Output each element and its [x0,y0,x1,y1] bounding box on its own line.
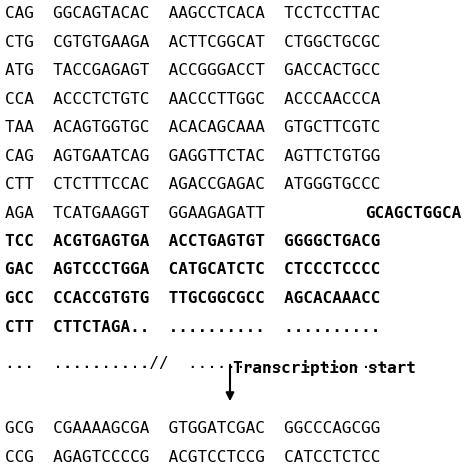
Text: GCG  CGAAAAGCGA  GTGGATCGAC  GGCCCAGCGG: GCG CGAAAAGCGA GTGGATCGAC GGCCCAGCGG [5,421,380,436]
Text: CTG  CGTGTGAAGA  ACTTCGGCAT  CTGGCTGCGC: CTG CGTGTGAAGA ACTTCGGCAT CTGGCTGCGC [5,35,380,49]
Text: ...  ..........//  ..........  ..........: ... ..........// .......... .......... [5,356,400,371]
Text: AGA  TCATGAAGGT  GGAAGAGATT: AGA TCATGAAGGT GGAAGAGATT [5,206,284,220]
Text: GAC  AGTCCCTGGA  CATGCATCTC  CTCCCTCCCC: GAC AGTCCCTGGA CATGCATCTC CTCCCTCCCC [5,263,380,277]
Text: CTT  CTCTTTCCAC  AGACCGAGAC  ATGGGTGCCC: CTT CTCTTTCCAC AGACCGAGAC ATGGGTGCCC [5,177,380,192]
Text: TAA  ACAGTGGTGC  ACACAGCAAA  GTGCTTCGTC: TAA ACAGTGGTGC ACACAGCAAA GTGCTTCGTC [5,120,380,135]
Text: ATG  TACCGAGAGT  ACCGGGACCT  GACCACTGCC: ATG TACCGAGAGT ACCGGGACCT GACCACTGCC [5,63,380,78]
Text: CCG  AGAGTCCCCG  ACGTCCTCCG  CATCCTCTCC: CCG AGAGTCCCCG ACGTCCTCCG CATCCTCTCC [5,449,380,465]
Text: CAG  AGTGAATCAG  GAGGTTCTAC  AGTTCTGTGG: CAG AGTGAATCAG GAGGTTCTAC AGTTCTGTGG [5,148,380,164]
Text: CTT  CTTCTAGA..  ..........  ..........: CTT CTTCTAGA.. .......... .......... [5,319,380,335]
Text: ...  ..........: ... .......... [5,356,149,371]
Text: GCAGCTGGCA: GCAGCTGGCA [365,206,461,220]
Text: CAG  GGCAGTACAC  AAGCCTCACA  TCCTCCTTAC: CAG GGCAGTACAC AAGCCTCACA TCCTCCTTAC [5,6,380,21]
Text: TCC  ACGTGAGTGA  ACCTGAGTGT  GGGGCTGACG: TCC ACGTGAGTGA ACCTGAGTGT GGGGCTGACG [5,234,380,249]
Text: CCA  ACCCTCTGTC  AACCCTTGGC  ACCCAACCCA: CCA ACCCTCTGTC AACCCTTGGC ACCCAACCCA [5,91,380,107]
Text: GCC  CCACCGTGTG  TTGCGGCGCC  AGCACAAACC: GCC CCACCGTGTG TTGCGGCGCC AGCACAAACC [5,291,380,306]
Text: Transcription start: Transcription start [233,360,416,376]
